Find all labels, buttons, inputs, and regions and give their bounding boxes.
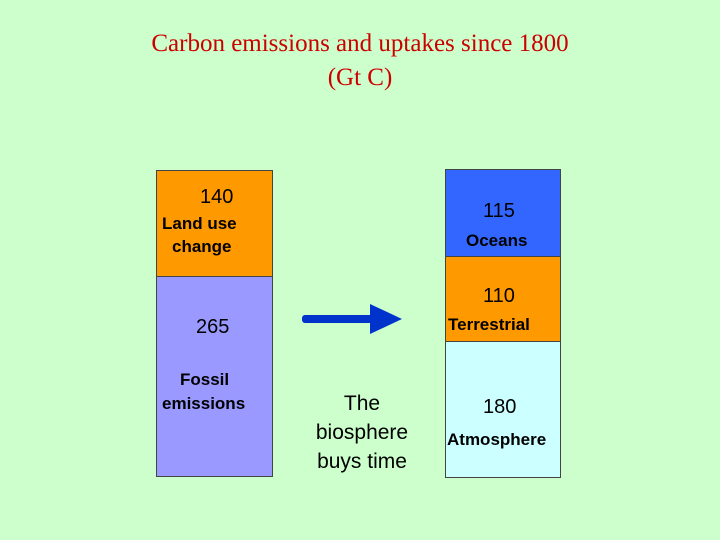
chart-title-line1: Carbon emissions and uptakes since 1800	[151, 30, 569, 57]
terrestrial-label: Terrestrial	[448, 315, 530, 334]
fossil-label-line1: Fossil	[180, 370, 230, 389]
fossil-label-line2: emissions	[162, 394, 246, 413]
land-use-label-line1: Land use	[162, 214, 237, 233]
atmosphere-value: 180	[483, 396, 517, 418]
note-line1: The	[343, 392, 381, 415]
land-use-value: 140	[200, 186, 234, 208]
land-use-label-line2: change	[172, 237, 232, 256]
land-use-block	[156, 170, 273, 277]
atmosphere-label: Atmosphere	[447, 430, 547, 449]
note-line2: biosphere	[315, 421, 409, 444]
atmosphere-block	[445, 341, 561, 478]
fossil-block	[156, 276, 273, 477]
terrestrial-value: 110	[483, 285, 515, 307]
note-line3: buys time	[317, 450, 407, 473]
oceans-value: 115	[483, 200, 515, 222]
terrestrial-block	[445, 256, 561, 342]
oceans-label: Oceans	[466, 231, 528, 250]
right-arrow-icon	[302, 304, 402, 334]
chart-title-line2: (Gt C)	[327, 64, 393, 91]
fossil-value: 265	[196, 316, 230, 338]
